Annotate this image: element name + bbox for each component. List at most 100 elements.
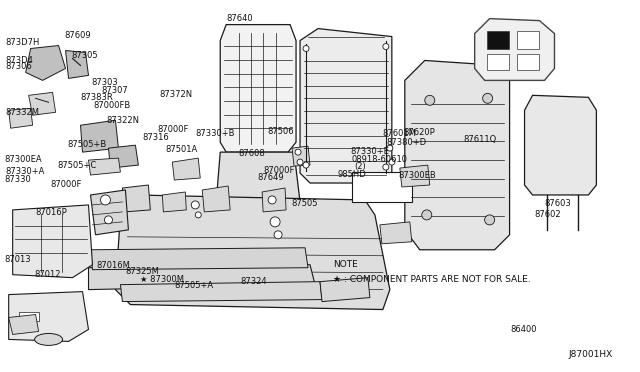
Text: 87620P: 87620P bbox=[403, 128, 435, 137]
Text: 87016M: 87016M bbox=[97, 261, 131, 270]
Text: 87640: 87640 bbox=[227, 14, 253, 23]
Polygon shape bbox=[9, 108, 33, 128]
Polygon shape bbox=[292, 146, 310, 166]
Polygon shape bbox=[9, 314, 38, 334]
Text: 87505: 87505 bbox=[291, 199, 318, 208]
Circle shape bbox=[268, 196, 276, 204]
Text: 87383R: 87383R bbox=[81, 93, 113, 102]
Circle shape bbox=[274, 231, 282, 239]
Polygon shape bbox=[300, 29, 392, 183]
Text: 87380+D: 87380+D bbox=[387, 138, 426, 147]
Polygon shape bbox=[90, 248, 308, 270]
Text: 87609: 87609 bbox=[65, 31, 91, 41]
Text: 87611Q: 87611Q bbox=[464, 135, 497, 144]
Text: J87001HX: J87001HX bbox=[568, 350, 612, 359]
Text: 87325M: 87325M bbox=[125, 267, 159, 276]
Circle shape bbox=[100, 195, 111, 205]
Bar bbox=[19, 311, 38, 321]
Circle shape bbox=[191, 201, 199, 209]
Text: 87016P: 87016P bbox=[36, 208, 68, 217]
Polygon shape bbox=[81, 120, 118, 152]
Text: 08918-60610: 08918-60610 bbox=[352, 155, 408, 164]
Text: 87330+B: 87330+B bbox=[195, 129, 235, 138]
Text: 87000F: 87000F bbox=[157, 125, 189, 134]
Circle shape bbox=[383, 164, 389, 170]
Text: 87608: 87608 bbox=[238, 149, 265, 158]
Polygon shape bbox=[90, 190, 129, 235]
Text: 87603: 87603 bbox=[545, 199, 572, 208]
Text: 87602: 87602 bbox=[534, 211, 561, 219]
Polygon shape bbox=[65, 51, 88, 78]
Text: 87649: 87649 bbox=[257, 173, 284, 182]
Polygon shape bbox=[405, 61, 509, 250]
Circle shape bbox=[270, 217, 280, 227]
Circle shape bbox=[483, 93, 493, 103]
Polygon shape bbox=[320, 278, 370, 302]
Text: NOTE
★ : COMPONENT PARTS ARE NOT FOR SALE.: NOTE ★ : COMPONENT PARTS ARE NOT FOR SAL… bbox=[333, 260, 531, 284]
Polygon shape bbox=[120, 282, 322, 302]
Circle shape bbox=[104, 216, 113, 224]
Text: 87330+E: 87330+E bbox=[351, 147, 390, 156]
Text: 87332M: 87332M bbox=[6, 108, 40, 117]
Polygon shape bbox=[216, 152, 300, 202]
Polygon shape bbox=[122, 185, 150, 212]
Text: 87324: 87324 bbox=[240, 277, 267, 286]
Text: 985HD: 985HD bbox=[338, 170, 367, 179]
Polygon shape bbox=[262, 188, 286, 212]
Polygon shape bbox=[220, 25, 296, 152]
Text: 87306: 87306 bbox=[6, 62, 33, 71]
Text: 87505+B: 87505+B bbox=[68, 140, 107, 149]
Circle shape bbox=[389, 159, 395, 165]
Circle shape bbox=[303, 162, 309, 168]
Text: 873D4: 873D4 bbox=[6, 56, 34, 65]
Circle shape bbox=[422, 210, 432, 220]
Text: 87506: 87506 bbox=[268, 126, 294, 136]
Polygon shape bbox=[26, 45, 65, 80]
Text: (2): (2) bbox=[355, 162, 366, 171]
Text: 87305: 87305 bbox=[71, 51, 97, 60]
Text: 87000F: 87000F bbox=[264, 166, 295, 175]
Bar bbox=[516, 54, 538, 70]
Text: 87505+C: 87505+C bbox=[57, 161, 96, 170]
Text: 87013: 87013 bbox=[4, 255, 31, 264]
Circle shape bbox=[425, 95, 435, 105]
Bar bbox=[486, 54, 509, 70]
Circle shape bbox=[295, 149, 301, 155]
Polygon shape bbox=[88, 158, 120, 175]
Text: 87000F: 87000F bbox=[51, 180, 82, 189]
Text: 87000FB: 87000FB bbox=[93, 101, 131, 110]
Text: 87601M: 87601M bbox=[383, 129, 417, 138]
Circle shape bbox=[303, 45, 309, 51]
Polygon shape bbox=[108, 145, 138, 168]
Circle shape bbox=[484, 215, 495, 225]
Polygon shape bbox=[115, 195, 390, 310]
Polygon shape bbox=[88, 265, 315, 290]
Circle shape bbox=[383, 44, 389, 49]
Text: 873D7H: 873D7H bbox=[6, 38, 40, 47]
Text: 87330: 87330 bbox=[4, 175, 31, 184]
Text: 87316: 87316 bbox=[143, 132, 169, 142]
Circle shape bbox=[387, 145, 393, 151]
Text: 87303: 87303 bbox=[92, 78, 118, 87]
Text: 87372N: 87372N bbox=[159, 90, 192, 99]
Polygon shape bbox=[380, 222, 412, 244]
Polygon shape bbox=[13, 205, 93, 278]
Polygon shape bbox=[475, 19, 554, 80]
Bar bbox=[352, 172, 412, 202]
Polygon shape bbox=[29, 92, 56, 115]
Text: 87300EB: 87300EB bbox=[398, 171, 436, 180]
Text: ★ 87300M: ★ 87300M bbox=[140, 275, 184, 284]
Text: 87307: 87307 bbox=[102, 86, 129, 95]
Polygon shape bbox=[525, 95, 596, 195]
Text: 87300EA: 87300EA bbox=[4, 155, 42, 164]
Circle shape bbox=[297, 159, 303, 165]
Bar bbox=[516, 31, 538, 48]
Polygon shape bbox=[400, 165, 430, 187]
Text: 87322N: 87322N bbox=[106, 116, 139, 125]
Polygon shape bbox=[163, 192, 186, 212]
Polygon shape bbox=[9, 292, 88, 341]
Ellipse shape bbox=[35, 333, 63, 346]
Circle shape bbox=[195, 212, 201, 218]
Polygon shape bbox=[202, 186, 230, 212]
Text: 87501A: 87501A bbox=[166, 145, 198, 154]
